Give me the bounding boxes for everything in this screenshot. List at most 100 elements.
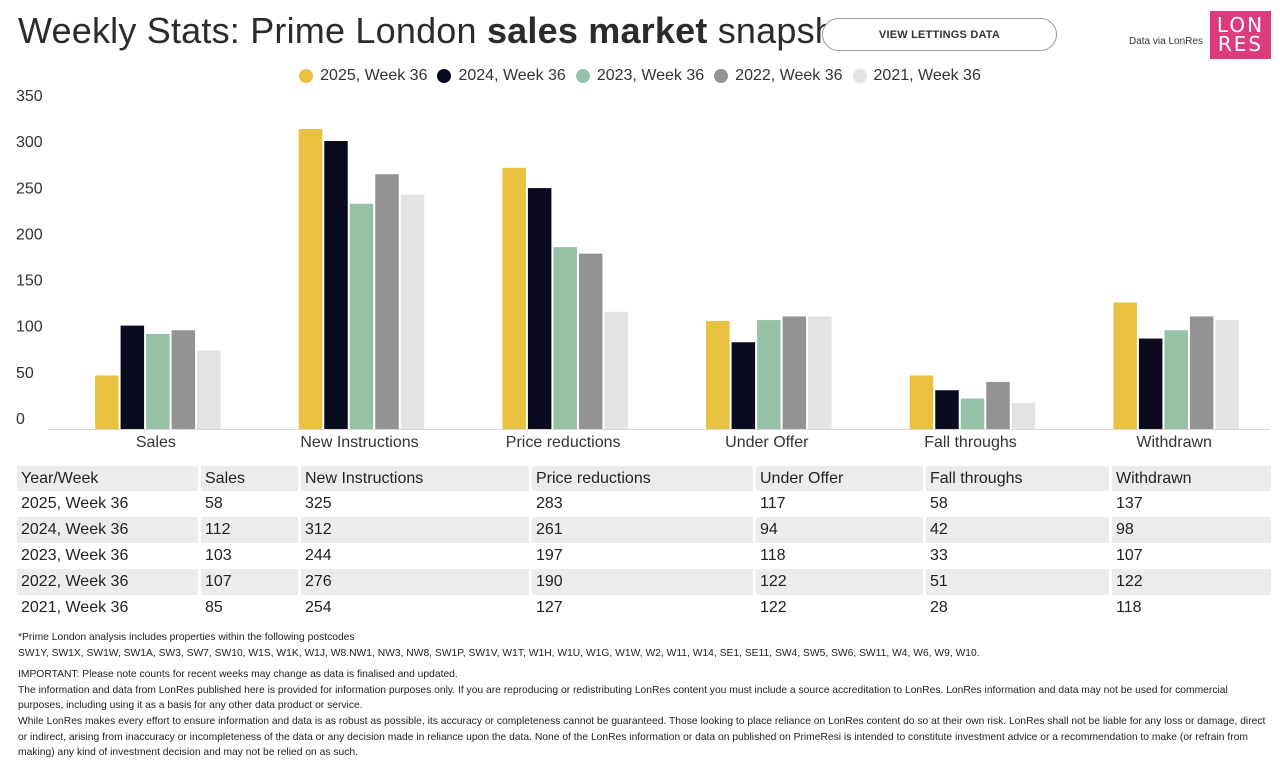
x-tick-label: New Instructions xyxy=(300,434,418,451)
y-tick-label: 100 xyxy=(16,319,43,336)
bar[interactable] xyxy=(1113,302,1137,429)
bar[interactable] xyxy=(1138,338,1163,429)
table-cell: 85 xyxy=(201,595,301,621)
legend-item[interactable]: 2025, Week 36 xyxy=(299,67,427,85)
table-header-cell: Withdrawn xyxy=(1116,469,1192,487)
bar[interactable] xyxy=(553,247,577,429)
table-cell: 94 xyxy=(756,517,926,543)
table-cell: 122 xyxy=(1116,573,1143,590)
bar[interactable] xyxy=(731,342,756,429)
legend-swatch-icon xyxy=(299,69,314,83)
y-tick-label: 200 xyxy=(16,226,43,243)
y-tick-label: 150 xyxy=(16,273,43,290)
important-note: IMPORTANT: Please note counts for recent… xyxy=(18,669,458,681)
legend-item[interactable]: 2024, Week 36 xyxy=(437,67,566,85)
x-tick-label: Price reductions xyxy=(506,434,621,451)
table-row: 2024, Week 36 112 312 261 94 42 98 xyxy=(17,517,1271,543)
logo-line-1: LON xyxy=(1216,13,1265,37)
bar[interactable] xyxy=(986,381,1010,429)
table-cell: 103 xyxy=(201,543,301,569)
bar[interactable] xyxy=(604,311,628,429)
bar[interactable] xyxy=(120,325,145,429)
lonres-logo[interactable]: LON RES xyxy=(1210,11,1271,59)
table-header-cell: Year/Week xyxy=(17,466,201,491)
table-cell: 137 xyxy=(1116,495,1143,512)
bar-chart: 0 50 100 150 200 250 300 350 Sales New Instructio… xyxy=(16,88,1270,451)
table-cell: 254 xyxy=(301,595,532,621)
disclaimer-paragraph-1: The information and data from LonRes pub… xyxy=(18,684,1228,712)
table-cell: 197 xyxy=(532,543,756,569)
disclaimer-paragraph-2: While LonRes makes every effort to ensur… xyxy=(18,715,1266,759)
bar[interactable] xyxy=(960,398,985,429)
table-cell: 51 xyxy=(926,569,1112,595)
bar[interactable] xyxy=(1215,320,1239,429)
legend-label: 2022, Week 36 xyxy=(735,67,843,84)
bar[interactable] xyxy=(808,316,832,429)
bar[interactable] xyxy=(171,330,196,429)
table-cell: 58 xyxy=(926,491,1112,517)
y-tick-label: 50 xyxy=(16,365,34,382)
legend-item[interactable]: 2021, Week 36 xyxy=(852,67,981,85)
table-cell: 2022, Week 36 xyxy=(17,569,201,595)
table-header-cell: Price reductions xyxy=(532,466,756,491)
x-tick-label: Sales xyxy=(136,434,176,451)
bar[interactable] xyxy=(146,333,170,429)
table-header-cell: New Instructions xyxy=(301,466,532,491)
y-tick-label: 300 xyxy=(16,134,43,151)
bar[interactable] xyxy=(935,390,959,429)
bar[interactable] xyxy=(757,320,781,429)
table-cell: 261 xyxy=(532,517,756,543)
legend-item[interactable]: 2023, Week 36 xyxy=(575,67,704,85)
bar[interactable] xyxy=(1011,403,1036,429)
bar[interactable] xyxy=(197,350,221,429)
bar[interactable] xyxy=(298,129,323,429)
postcodes-intro: *Prime London analysis includes properti… xyxy=(18,632,355,643)
bar[interactable] xyxy=(375,174,399,429)
legend-swatch-icon xyxy=(437,69,452,83)
table-cell: 2023, Week 36 xyxy=(17,543,201,569)
bar[interactable] xyxy=(400,194,425,429)
table-cell: 107 xyxy=(1116,547,1143,564)
table-row: 2025, Week 36 58 325 283 117 58 137 xyxy=(17,491,1271,517)
table-header-row: Year/Week Sales New Instructions Price redu… xyxy=(17,466,1271,491)
bar[interactable] xyxy=(1189,316,1214,429)
table-cell: 122 xyxy=(756,569,926,595)
table-cell: 28 xyxy=(926,595,1112,621)
table-cell: 2024, Week 36 xyxy=(17,517,201,543)
table-cell: 118 xyxy=(756,543,926,569)
bar[interactable] xyxy=(706,321,730,429)
x-tick-label: Withdrawn xyxy=(1136,434,1212,451)
table-header-cell: Under Offer xyxy=(756,466,926,491)
table-cell: 2021, Week 36 xyxy=(17,595,201,621)
y-tick-label: 250 xyxy=(16,180,43,197)
table-cell: 118 xyxy=(1116,599,1142,616)
table-cell: 98 xyxy=(1116,521,1134,538)
legend-swatch-icon xyxy=(714,69,729,83)
table-header-cell: Fall throughs xyxy=(926,466,1112,491)
table-cell: 244 xyxy=(301,543,532,569)
bar[interactable] xyxy=(95,375,119,429)
bar[interactable] xyxy=(324,141,348,430)
legend-item[interactable]: 2022, Week 36 xyxy=(714,67,843,85)
table-cell: 283 xyxy=(532,491,756,517)
bar[interactable] xyxy=(349,203,374,429)
table-cell: 325 xyxy=(301,491,532,517)
view-lettings-data-button[interactable]: VIEW LETTINGS DATA xyxy=(822,18,1057,51)
page-title: Weekly Stats: Prime London sales market … xyxy=(18,10,865,52)
bar[interactable] xyxy=(502,167,526,429)
bar[interactable] xyxy=(782,316,807,429)
y-tick-label: 0 xyxy=(16,411,25,428)
table-cell: 112 xyxy=(201,517,301,543)
bar[interactable] xyxy=(527,188,552,429)
data-source-label: Data via LonRes xyxy=(1129,36,1203,47)
data-table: Year/Week Sales New Instructions Price redu… xyxy=(17,466,1271,621)
legend-label: 2024, Week 36 xyxy=(458,67,566,84)
table-row: 2021, Week 36 85 254 127 122 28 118 xyxy=(17,595,1271,621)
y-tick-label: 350 xyxy=(16,88,43,105)
table-header-cell: Sales xyxy=(201,466,301,491)
bar[interactable] xyxy=(578,253,603,429)
bar[interactable] xyxy=(1164,330,1188,429)
table-cell: 127 xyxy=(532,595,756,621)
legend-swatch-icon xyxy=(575,69,590,83)
bar[interactable] xyxy=(909,375,934,429)
